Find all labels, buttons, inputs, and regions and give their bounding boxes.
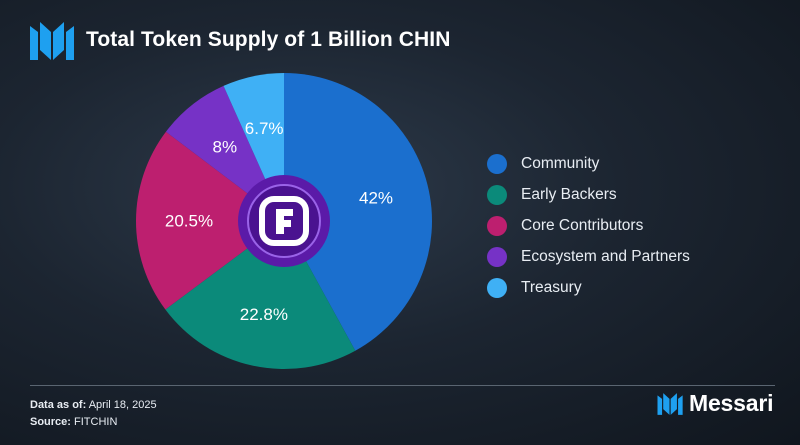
pie-slice-early-backers — [165, 221, 356, 369]
data-as-of-label: Data as of: — [30, 399, 87, 411]
source-line: Source: FITCHIN — [30, 414, 157, 431]
slice-label: 22.8% — [240, 305, 288, 324]
fitchin-logo-frame — [259, 196, 309, 246]
brand-name: Messari — [689, 390, 774, 416]
source-value: FITCHIN — [74, 416, 118, 428]
legend-label: Ecosystem and Partners — [521, 247, 690, 265]
footer-divider — [30, 385, 775, 386]
legend-label: Core Contributors — [521, 216, 644, 234]
data-as-of-line: Data as of: April 18, 2025 — [30, 397, 157, 414]
legend-item: Treasury — [487, 272, 690, 303]
chart-footer: Data as of: April 18, 2025 Source: FITCH… — [30, 397, 157, 431]
slice-label: 20.5% — [165, 212, 213, 231]
legend-swatch — [487, 184, 507, 205]
fitchin-f-glyph — [276, 209, 293, 234]
chart-legend: Community Early Backers Core Contributors E… — [487, 148, 690, 303]
legend-swatch — [487, 246, 507, 267]
legend-label: Treasury — [521, 278, 582, 296]
legend-label: Early Backers — [521, 185, 617, 203]
messari-logo-icon — [657, 392, 683, 415]
source-label: Source: — [30, 416, 71, 428]
pie-slice-core-contributors — [136, 131, 284, 310]
legend-item: Early Backers — [487, 179, 690, 210]
chart-title: Total Token Supply of 1 Billion CHIN — [86, 28, 451, 51]
legend-swatch — [487, 153, 507, 174]
slice-label: 42% — [359, 188, 393, 207]
slice-label: 8% — [213, 138, 238, 157]
pie-slice-community — [284, 73, 433, 351]
legend-item: Ecosystem and Partners — [487, 241, 690, 272]
data-as-of-value: April 18, 2025 — [88, 399, 157, 411]
brand-mark: Messari — [656, 390, 773, 417]
legend-swatch — [487, 215, 507, 236]
slice-label: 6.7% — [245, 119, 284, 138]
legend-swatch — [487, 277, 507, 298]
legend-label: Community — [521, 154, 600, 172]
legend-item: Community — [487, 148, 690, 179]
legend-item: Core Contributors — [487, 210, 690, 241]
messari-logo-icon — [30, 22, 74, 60]
